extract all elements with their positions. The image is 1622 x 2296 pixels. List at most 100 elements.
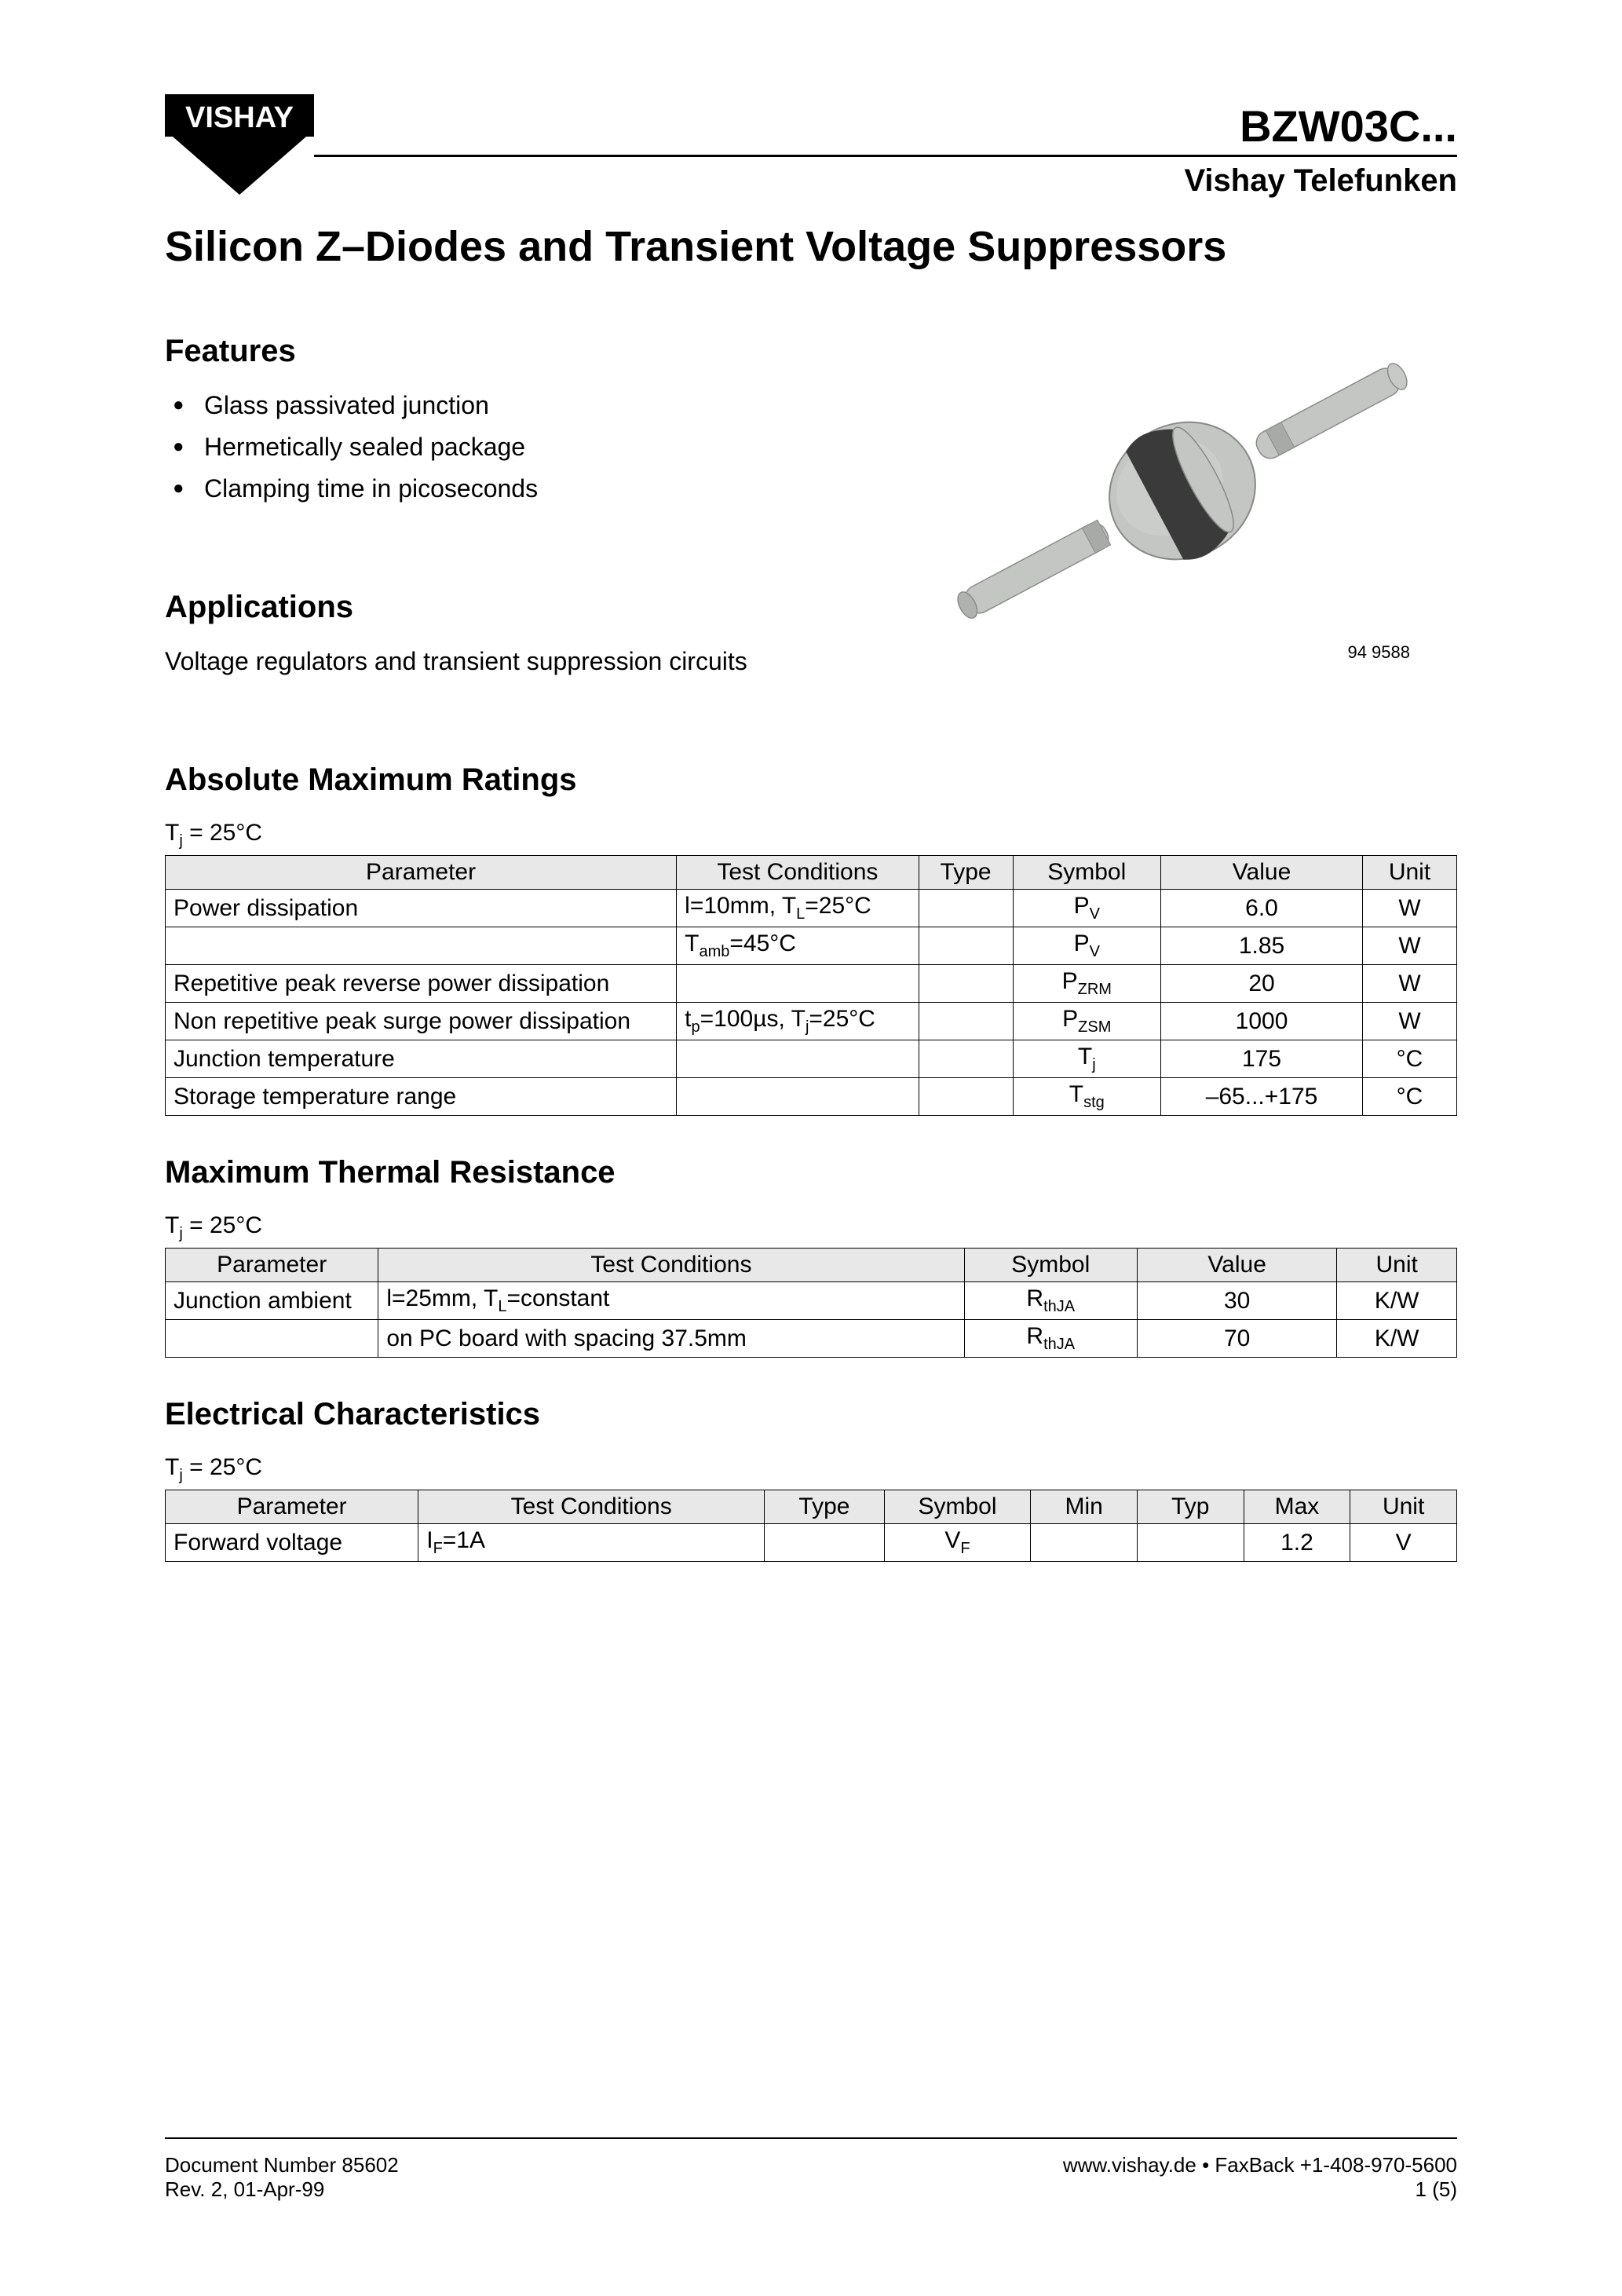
cell [1031,1524,1138,1562]
col-header: Type [765,1490,885,1524]
cell [765,1524,885,1562]
table-row: Tamb=45°C PV 1.85 W [166,927,1457,965]
cell: RthJA [964,1282,1137,1320]
col-header: Parameter [166,1249,378,1282]
col-header: Value [1161,856,1363,890]
right-column: 94 9588 [908,334,1457,723]
cell [919,1078,1013,1116]
cell: W [1363,890,1457,927]
cell [677,1078,919,1116]
cell [677,965,919,1003]
thermal-title: Maximum Thermal Resistance [165,1155,1457,1190]
thermal-temp-note: Tj = 25°C [165,1212,1457,1243]
cell: tp=100µs, Tj=25°C [677,1003,919,1040]
col-header: Test Conditions [378,1249,964,1282]
page-header: VISHAY BZW03C... Vishay Telefunken [165,94,1457,199]
cell: °C [1363,1078,1457,1116]
top-columns: Features Glass passivated junction Herme… [165,334,1457,723]
col-header: Symbol [964,1249,1137,1282]
cell: Power dissipation [166,890,677,927]
col-header: Type [919,856,1013,890]
vishay-logo: VISHAY [165,94,314,196]
cell: Non repetitive peak surge power dissipat… [166,1003,677,1040]
cell: VF [884,1524,1031,1562]
cell: Junction ambient [166,1282,378,1320]
table-row: Forward voltage IF=1A VF 1.2 V [166,1524,1457,1562]
electrical-title: Electrical Characteristics [165,1397,1457,1432]
col-header: Symbol [884,1490,1031,1524]
electrical-table: Parameter Test Conditions Type Symbol Mi… [165,1490,1457,1562]
applications-text: Voltage regulators and transient suppres… [165,647,908,676]
col-header: Test Conditions [418,1490,765,1524]
cell [919,1003,1013,1040]
cell [677,1040,919,1078]
cell [919,1040,1013,1078]
abs-max-title: Absolute Maximum Ratings [165,762,1457,798]
cell [1137,1524,1244,1562]
thermal-section: Maximum Thermal Resistance Tj = 25°C Par… [165,1155,1457,1358]
col-header: Unit [1350,1490,1457,1524]
footer-url: www.vishay.de • FaxBack +1-408-970-5600 [1063,2153,1457,2177]
col-header: Unit [1337,1249,1457,1282]
cell: PV [1013,890,1160,927]
col-header: Min [1031,1490,1138,1524]
company-name: Vishay Telefunken [314,163,1457,199]
cell: Tstg [1013,1078,1160,1116]
figure-number: 94 9588 [908,642,1457,663]
footer-left: Document Number 85602 Rev. 2, 01-Apr-99 [165,2153,399,2202]
feature-item: Clamping time in picoseconds [165,474,908,503]
col-header: Parameter [166,856,677,890]
cell: 70 [1137,1320,1336,1358]
electrical-temp-note: Tj = 25°C [165,1454,1457,1485]
features-title: Features [165,334,908,369]
cell: 6.0 [1161,890,1363,927]
header-right: BZW03C... Vishay Telefunken [314,94,1457,199]
cell: W [1363,927,1457,965]
cell: PZRM [1013,965,1160,1003]
cell: l=25mm, TL=constant [378,1282,964,1320]
cell: 20 [1161,965,1363,1003]
cell: RthJA [964,1320,1137,1358]
cell: –65...+175 [1161,1078,1363,1116]
cell: °C [1363,1040,1457,1078]
page-number: 1 (5) [1063,2177,1457,2202]
abs-max-temp-note: Tj = 25°C [165,820,1457,850]
table-row: Junction ambient l=25mm, TL=constant Rth… [166,1282,1457,1320]
cell: 175 [1161,1040,1363,1078]
cell: PV [1013,927,1160,965]
page-footer: Document Number 85602 Rev. 2, 01-Apr-99 … [165,2137,1457,2202]
footer-row: Document Number 85602 Rev. 2, 01-Apr-99 … [165,2153,1457,2202]
cell: PZSM [1013,1003,1160,1040]
applications-title: Applications [165,590,908,625]
footer-rule [165,2137,1457,2139]
cell: Repetitive peak reverse power dissipatio… [166,965,677,1003]
col-header: Value [1137,1249,1336,1282]
table-row: Non repetitive peak surge power dissipat… [166,1003,1457,1040]
cell: W [1363,1003,1457,1040]
cell: Forward voltage [166,1524,418,1562]
cell [919,965,1013,1003]
table-row: Storage temperature range Tstg –65...+17… [166,1078,1457,1116]
left-column: Features Glass passivated junction Herme… [165,334,908,723]
abs-max-section: Absolute Maximum Ratings Tj = 25°C Param… [165,762,1457,1116]
table-header-row: Parameter Test Conditions Type Symbol Mi… [166,1490,1457,1524]
svg-text:VISHAY: VISHAY [185,101,294,134]
cell: K/W [1337,1320,1457,1358]
col-header: Typ [1137,1490,1244,1524]
header-rule [314,155,1457,157]
cell: 1.85 [1161,927,1363,965]
table-row: Junction temperature Tj 175 °C [166,1040,1457,1078]
col-header: Max [1244,1490,1350,1524]
col-header: Test Conditions [677,856,919,890]
feature-item: Glass passivated junction [165,391,908,420]
part-number: BZW03C... [314,101,1457,152]
cell: Tj [1013,1040,1160,1078]
cell: 1.2 [1244,1524,1350,1562]
cell: Junction temperature [166,1040,677,1078]
cell [166,927,677,965]
table-row: Power dissipation l=10mm, TL=25°C PV 6.0… [166,890,1457,927]
cell [166,1320,378,1358]
cell [919,927,1013,965]
features-list: Glass passivated junction Hermetically s… [165,391,908,503]
table-header-row: Parameter Test Conditions Symbol Value U… [166,1249,1457,1282]
